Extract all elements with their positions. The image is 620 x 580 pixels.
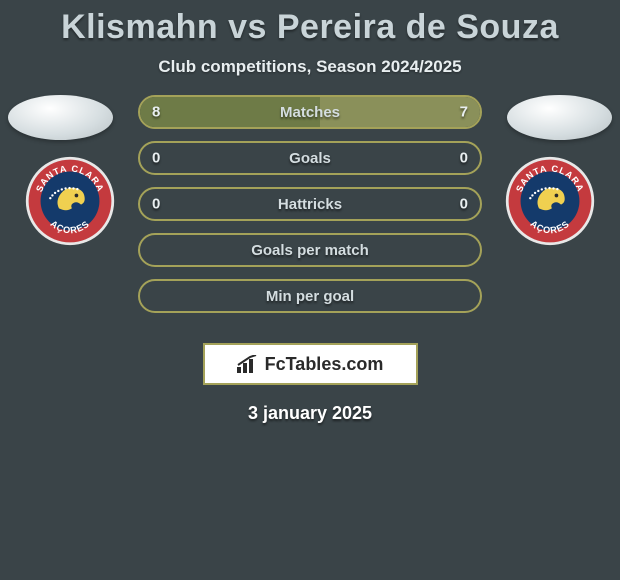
stat-value-right: 0: [460, 196, 468, 213]
comparison-area: SANTA CLARA AÇORES SANTA CLARA AÇORES 8 …: [0, 95, 620, 335]
stat-label: Goals: [289, 150, 331, 167]
stat-label: Hattricks: [278, 196, 342, 213]
player-avatar-left: [8, 95, 113, 140]
stat-row: Min per goal: [138, 279, 482, 313]
subtitle: Club competitions, Season 2024/2025: [0, 57, 620, 77]
stat-fill-right: [320, 97, 480, 127]
date-text: 3 january 2025: [0, 403, 620, 424]
stat-label: Min per goal: [266, 288, 354, 305]
branding-text: FcTables.com: [265, 354, 384, 375]
stat-value-left: 0: [152, 150, 160, 167]
club-badge-left: SANTA CLARA AÇORES: [24, 155, 116, 247]
page-title: Klismahn vs Pereira de Souza: [0, 0, 620, 47]
stat-label: Goals per match: [251, 242, 369, 259]
stats-container: 8 Matches 7 0 Goals 0 0 Hattricks 0 Goal…: [138, 95, 482, 325]
club-badge-right: SANTA CLARA AÇORES: [504, 155, 596, 247]
stat-row: 0 Goals 0: [138, 141, 482, 175]
branding-logo: FcTables.com: [203, 343, 418, 385]
player-avatar-right: [507, 95, 612, 140]
stat-value-right: 0: [460, 150, 468, 167]
stat-row: Goals per match: [138, 233, 482, 267]
stat-value-left: 8: [152, 104, 160, 121]
stat-row: 0 Hattricks 0: [138, 187, 482, 221]
stat-row: 8 Matches 7: [138, 95, 482, 129]
stat-label: Matches: [280, 104, 340, 121]
chart-icon: [237, 355, 259, 373]
stat-value-left: 0: [152, 196, 160, 213]
stat-value-right: 7: [460, 104, 468, 121]
